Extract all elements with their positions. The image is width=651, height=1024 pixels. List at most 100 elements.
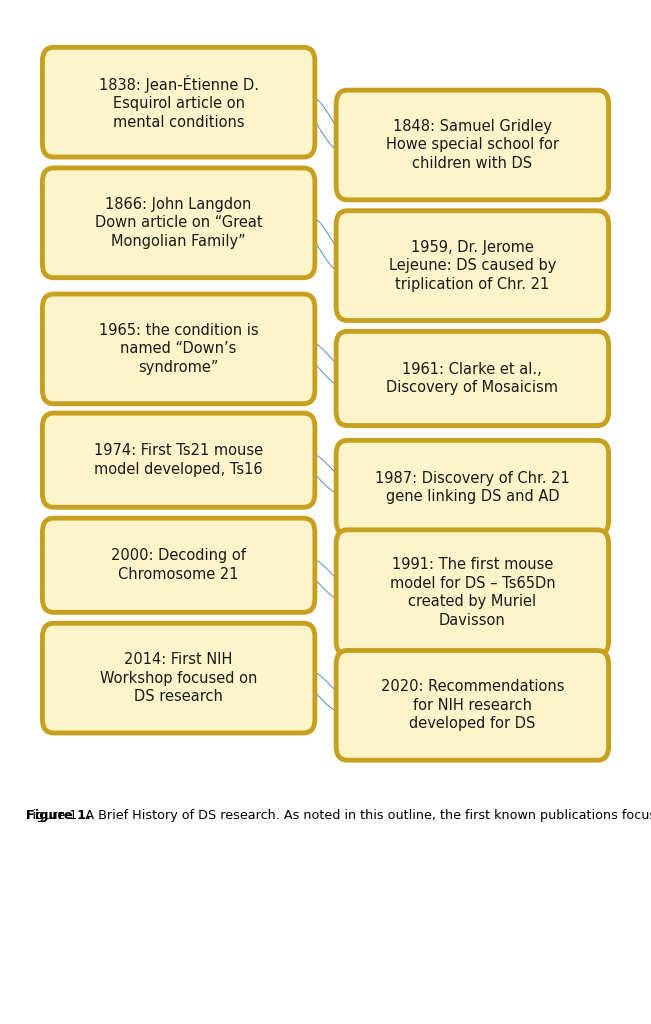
Polygon shape: [317, 113, 331, 129]
Polygon shape: [314, 461, 327, 477]
Polygon shape: [340, 697, 350, 713]
Polygon shape: [311, 102, 324, 120]
FancyBboxPatch shape: [336, 332, 609, 426]
Polygon shape: [304, 216, 316, 233]
Polygon shape: [327, 248, 340, 265]
Polygon shape: [301, 341, 311, 357]
Polygon shape: [314, 228, 327, 245]
Polygon shape: [320, 572, 334, 589]
Polygon shape: [320, 467, 334, 484]
Polygon shape: [324, 575, 337, 592]
Polygon shape: [301, 94, 311, 111]
Text: 1991: The first mouse
model for DS – Ts65Dn
created by Muriel
Davisson: 1991: The first mouse model for DS – Ts6…: [389, 557, 555, 628]
FancyBboxPatch shape: [42, 624, 315, 733]
Polygon shape: [324, 123, 337, 139]
Polygon shape: [324, 360, 337, 378]
Polygon shape: [327, 691, 340, 709]
Text: 1866: John Langdon
Down article on “Great
Mongolian Family”: 1866: John Langdon Down article on “Grea…: [95, 197, 262, 249]
FancyBboxPatch shape: [336, 650, 609, 760]
FancyBboxPatch shape: [42, 413, 315, 507]
Text: 2020: Recommendations
for NIH research
developed for DS: 2020: Recommendations for NIH research d…: [381, 679, 564, 731]
Polygon shape: [314, 350, 327, 367]
Polygon shape: [303, 452, 348, 496]
Polygon shape: [314, 678, 327, 695]
Polygon shape: [317, 464, 331, 480]
Polygon shape: [331, 367, 343, 384]
Polygon shape: [314, 565, 327, 583]
Polygon shape: [305, 453, 316, 470]
Polygon shape: [340, 137, 350, 153]
Polygon shape: [302, 671, 311, 686]
Polygon shape: [302, 558, 311, 573]
FancyBboxPatch shape: [42, 294, 315, 403]
Polygon shape: [317, 353, 331, 371]
Polygon shape: [327, 473, 340, 490]
Polygon shape: [340, 479, 350, 495]
Text: 1987: Discovery of Chr. 21
gene linking DS and AD: 1987: Discovery of Chr. 21 gene linking …: [375, 471, 570, 504]
Polygon shape: [320, 357, 334, 374]
Polygon shape: [303, 93, 348, 154]
Polygon shape: [320, 239, 334, 255]
Text: 2014: First NIH
Workshop focused on
DS research: 2014: First NIH Workshop focused on DS r…: [100, 652, 257, 705]
Polygon shape: [314, 108, 327, 124]
Polygon shape: [335, 255, 347, 272]
Polygon shape: [335, 134, 347, 152]
Polygon shape: [303, 214, 348, 274]
Polygon shape: [340, 257, 350, 273]
Polygon shape: [320, 118, 334, 134]
Polygon shape: [305, 558, 316, 574]
Text: 2000: Decoding of
Chromosome 21: 2000: Decoding of Chromosome 21: [111, 549, 246, 582]
Polygon shape: [307, 98, 320, 116]
Polygon shape: [311, 346, 324, 364]
Polygon shape: [308, 455, 320, 472]
Polygon shape: [331, 252, 344, 269]
Text: 1959, Dr. Jerome
Lejeune: DS caused by
triplication of Chr. 21: 1959, Dr. Jerome Lejeune: DS caused by t…: [389, 240, 556, 292]
Polygon shape: [331, 581, 343, 598]
Polygon shape: [308, 673, 320, 690]
Polygon shape: [327, 579, 340, 595]
Text: Figure 1. A Brief History of DS research. As noted in this outline, the first kn: Figure 1. A Brief History of DS research…: [26, 809, 651, 822]
FancyBboxPatch shape: [336, 529, 609, 655]
Polygon shape: [302, 453, 311, 468]
Polygon shape: [303, 557, 348, 601]
FancyBboxPatch shape: [42, 47, 315, 157]
Polygon shape: [324, 470, 337, 487]
Polygon shape: [335, 369, 346, 385]
FancyBboxPatch shape: [336, 211, 609, 321]
Polygon shape: [317, 681, 331, 698]
Polygon shape: [327, 364, 340, 381]
Text: Figure 1.: Figure 1.: [26, 809, 90, 822]
Polygon shape: [317, 568, 331, 586]
FancyBboxPatch shape: [42, 518, 315, 612]
Polygon shape: [320, 685, 334, 702]
Polygon shape: [311, 562, 324, 580]
Polygon shape: [335, 478, 346, 495]
FancyBboxPatch shape: [42, 168, 315, 278]
FancyBboxPatch shape: [336, 90, 609, 200]
FancyBboxPatch shape: [336, 440, 609, 535]
Polygon shape: [324, 244, 337, 260]
Polygon shape: [308, 344, 320, 361]
Text: 1838: Jean-Étienne D.
Esquirol article on
mental conditions: 1838: Jean-Étienne D. Esquirol article o…: [99, 75, 258, 130]
Polygon shape: [327, 128, 340, 144]
Polygon shape: [311, 675, 324, 692]
Text: 1848: Samuel Gridley
Howe special school for
children with DS: 1848: Samuel Gridley Howe special school…: [386, 119, 559, 171]
Polygon shape: [335, 583, 346, 600]
Polygon shape: [305, 342, 316, 358]
Polygon shape: [303, 670, 348, 714]
Text: 1961: Clarke et al.,
Discovery of Mosaicism: 1961: Clarke et al., Discovery of Mosaic…: [386, 361, 559, 395]
Polygon shape: [331, 475, 343, 493]
Polygon shape: [324, 688, 337, 706]
Polygon shape: [308, 560, 320, 578]
Polygon shape: [317, 233, 331, 250]
Polygon shape: [304, 95, 316, 113]
Polygon shape: [340, 371, 350, 386]
Polygon shape: [335, 695, 346, 713]
Polygon shape: [301, 215, 311, 231]
Polygon shape: [303, 340, 348, 387]
Polygon shape: [331, 131, 344, 148]
Polygon shape: [340, 585, 350, 600]
Polygon shape: [311, 223, 324, 241]
Polygon shape: [305, 671, 316, 688]
Text: 1965: the condition is
named “Down’s
syndrome”: 1965: the condition is named “Down’s syn…: [99, 323, 258, 375]
